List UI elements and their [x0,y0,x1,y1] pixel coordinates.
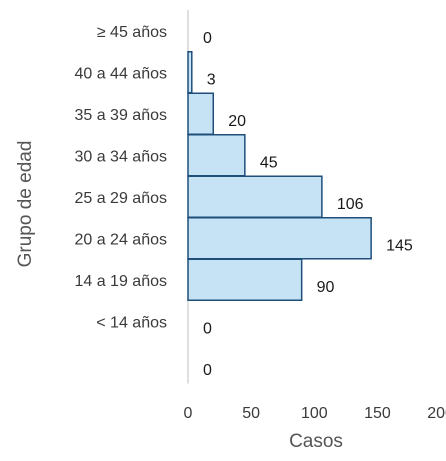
bar [187,92,215,135]
data-label: 0 [203,30,212,47]
bar [187,51,193,94]
data-label: 3 [207,71,216,88]
x-tick-labels-group: 0 50 100 150 200 [184,405,446,422]
category-label: 35 a 39 años [74,107,167,124]
data-labels-group: 0 3 20 45 106 145 90 0 0 [203,30,413,379]
x-tick-label: 200 [427,405,446,422]
category-label: ≥ 45 años [97,24,167,41]
category-label: 20 a 24 años [74,231,167,248]
bar [187,258,303,301]
x-tick-label: 150 [364,405,391,422]
category-label: 14 a 19 años [74,273,167,290]
category-labels-group: ≥ 45 años 40 a 44 años 35 a 39 años 30 a 34… [74,24,167,332]
data-label: 90 [317,279,335,296]
category-label: 40 a 44 años [74,65,167,82]
category-label: < 14 años [96,314,167,331]
data-label: 106 [337,196,364,213]
category-label: 30 a 34 años [74,148,167,165]
data-label: 145 [386,237,413,254]
x-tick-label: 0 [184,405,193,422]
y-axis-title: Grupo de edad [15,141,36,268]
data-label: 0 [203,320,212,337]
category-label: 25 a 29 años [74,190,167,207]
x-tick-label: 50 [242,405,260,422]
data-label: 20 [228,113,246,130]
x-tick-label: 100 [301,405,328,422]
bar [187,175,323,218]
data-label: 45 [260,154,278,171]
bar [187,217,372,260]
bar [187,134,246,177]
data-label: 0 [203,362,212,379]
x-axis-title: Casos [289,431,343,452]
bars-group [187,51,372,301]
